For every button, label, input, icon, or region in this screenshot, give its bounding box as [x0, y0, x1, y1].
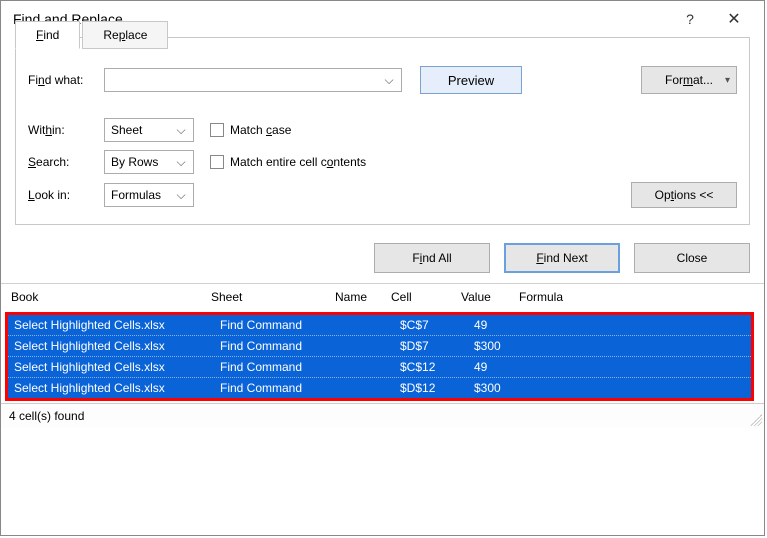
tab-replace-label: Replace — [103, 28, 147, 42]
col-name[interactable]: Name — [335, 290, 391, 304]
col-book[interactable]: Book — [11, 290, 211, 304]
cell-cell: $D$12 — [400, 381, 470, 395]
cell-name — [344, 318, 400, 332]
chevron-down-icon[interactable]: ⌵ — [173, 155, 189, 170]
cell-book: Select Highlighted Cells.xlsx — [14, 381, 220, 395]
cell-book: Select Highlighted Cells.xlsx — [14, 339, 220, 353]
col-sheet[interactable]: Sheet — [211, 290, 335, 304]
cell-sheet: Find Command — [220, 318, 344, 332]
cell-formula — [528, 318, 745, 332]
cell-cell: $D$7 — [400, 339, 470, 353]
cell-cell: $C$7 — [400, 318, 470, 332]
help-button[interactable]: ? — [668, 4, 712, 34]
match-contents-checkbox[interactable]: Match entire cell contents — [210, 155, 366, 169]
find-all-button[interactable]: Find All — [374, 243, 490, 273]
checkbox-icon — [210, 155, 224, 169]
results-body[interactable]: Select Highlighted Cells.xlsxFind Comman… — [5, 312, 754, 401]
close-icon[interactable]: ✕ — [712, 4, 756, 34]
close-button[interactable]: Close — [634, 243, 750, 273]
options-label: Options << — [655, 188, 714, 202]
status-bar: 4 cell(s) found — [1, 403, 764, 428]
find-what-label: Find what: — [28, 73, 104, 87]
search-label: Search: — [28, 155, 104, 169]
results-header: Book Sheet Name Cell Value Formula — [1, 284, 764, 310]
cell-formula — [528, 339, 745, 353]
checkbox-icon — [210, 123, 224, 137]
cell-name — [344, 381, 400, 395]
cell-value: 49 — [470, 318, 528, 332]
chevron-down-icon[interactable]: ⌵ — [173, 123, 189, 138]
col-formula[interactable]: Formula — [519, 290, 754, 304]
search-value: By Rows — [111, 155, 173, 169]
cell-sheet: Find Command — [220, 381, 344, 395]
format-button[interactable]: Format... ▾ — [641, 66, 737, 94]
cell-name — [344, 360, 400, 374]
format-label: Format... — [665, 73, 713, 87]
col-value[interactable]: Value — [461, 290, 519, 304]
find-next-label: Find Next — [536, 251, 587, 265]
look-in-select[interactable]: Formulas ⌵ — [104, 183, 194, 207]
close-label: Close — [677, 251, 708, 265]
match-case-checkbox[interactable]: Match case — [210, 123, 291, 137]
col-cell[interactable]: Cell — [391, 290, 461, 304]
match-contents-label: Match entire cell contents — [230, 155, 366, 169]
within-value: Sheet — [111, 123, 173, 137]
look-in-value: Formulas — [111, 188, 173, 202]
cell-cell: $C$12 — [400, 360, 470, 374]
table-row[interactable]: Select Highlighted Cells.xlsxFind Comman… — [8, 315, 751, 336]
within-label: Within: — [28, 123, 104, 137]
cell-value: 49 — [470, 360, 528, 374]
match-case-label: Match case — [230, 123, 291, 137]
resize-grip-icon[interactable] — [750, 414, 762, 426]
tab-replace[interactable]: Replace — [82, 21, 168, 49]
cell-formula — [528, 360, 745, 374]
tab-find[interactable]: Find — [15, 21, 80, 49]
cell-book: Select Highlighted Cells.xlsx — [14, 318, 220, 332]
options-button[interactable]: Options << — [631, 182, 737, 208]
table-row[interactable]: Select Highlighted Cells.xlsxFind Comman… — [8, 357, 751, 378]
preview-label: Preview — [448, 73, 494, 88]
action-row: Find All Find Next Close — [1, 233, 764, 277]
cell-book: Select Highlighted Cells.xlsx — [14, 360, 220, 374]
search-select[interactable]: By Rows ⌵ — [104, 150, 194, 174]
status-text: 4 cell(s) found — [9, 409, 84, 423]
find-all-label: Find All — [412, 251, 451, 265]
find-what-input[interactable]: ⌵ — [104, 68, 402, 92]
tab-find-label: Find — [36, 28, 59, 42]
within-select[interactable]: Sheet ⌵ — [104, 118, 194, 142]
chevron-down-icon[interactable]: ⌵ — [173, 188, 189, 203]
chevron-down-icon[interactable]: ⌵ — [381, 73, 397, 88]
cell-sheet: Find Command — [220, 339, 344, 353]
find-next-button[interactable]: Find Next — [504, 243, 620, 273]
find-replace-dialog: Find and Replace ? ✕ Find Replace Find w… — [0, 0, 765, 536]
options-panel: Find Replace Find what: ⌵ Preview Format… — [15, 37, 750, 225]
cell-value: $300 — [470, 381, 528, 395]
table-row[interactable]: Select Highlighted Cells.xlsxFind Comman… — [8, 336, 751, 357]
cell-value: $300 — [470, 339, 528, 353]
table-row[interactable]: Select Highlighted Cells.xlsxFind Comman… — [8, 378, 751, 398]
cell-name — [344, 339, 400, 353]
look-in-label: Look in: — [28, 188, 104, 202]
preview-chip: Preview — [420, 66, 522, 94]
chevron-down-icon[interactable]: ▾ — [725, 75, 730, 86]
cell-sheet: Find Command — [220, 360, 344, 374]
cell-formula — [528, 381, 745, 395]
results-panel: Book Sheet Name Cell Value Formula Selec… — [1, 283, 764, 401]
